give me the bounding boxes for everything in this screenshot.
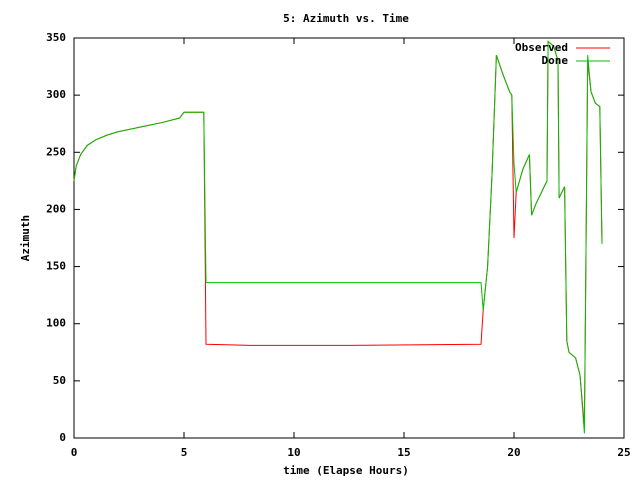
x-tick-label: 5 xyxy=(181,446,188,459)
y-tick-label: 350 xyxy=(46,31,66,44)
series-line xyxy=(73,40,603,434)
x-tick-label: 0 xyxy=(71,446,78,459)
x-tick-label: 20 xyxy=(507,446,520,459)
plot-frame xyxy=(73,37,625,439)
y-tick-label: 200 xyxy=(46,202,66,215)
x-tick-label: 10 xyxy=(287,446,300,459)
legend-label: Done xyxy=(542,54,569,67)
y-tick-label: 250 xyxy=(46,145,66,158)
y-tick-label: 50 xyxy=(53,374,66,387)
legend-label: Observed xyxy=(515,41,568,54)
y-tick-label: 100 xyxy=(46,317,66,330)
y-tick-label: 300 xyxy=(46,88,66,101)
x-tick-label: 15 xyxy=(397,446,410,459)
y-tick-label: 0 xyxy=(59,431,66,444)
y-tick-label: 150 xyxy=(46,260,66,273)
x-tick-label: 25 xyxy=(617,446,630,459)
y-axis-label: Azimuth xyxy=(19,215,32,261)
x-axis-label: time (Elapse Hours) xyxy=(283,464,409,477)
chart-title: 5: Azimuth vs. Time xyxy=(283,12,409,25)
